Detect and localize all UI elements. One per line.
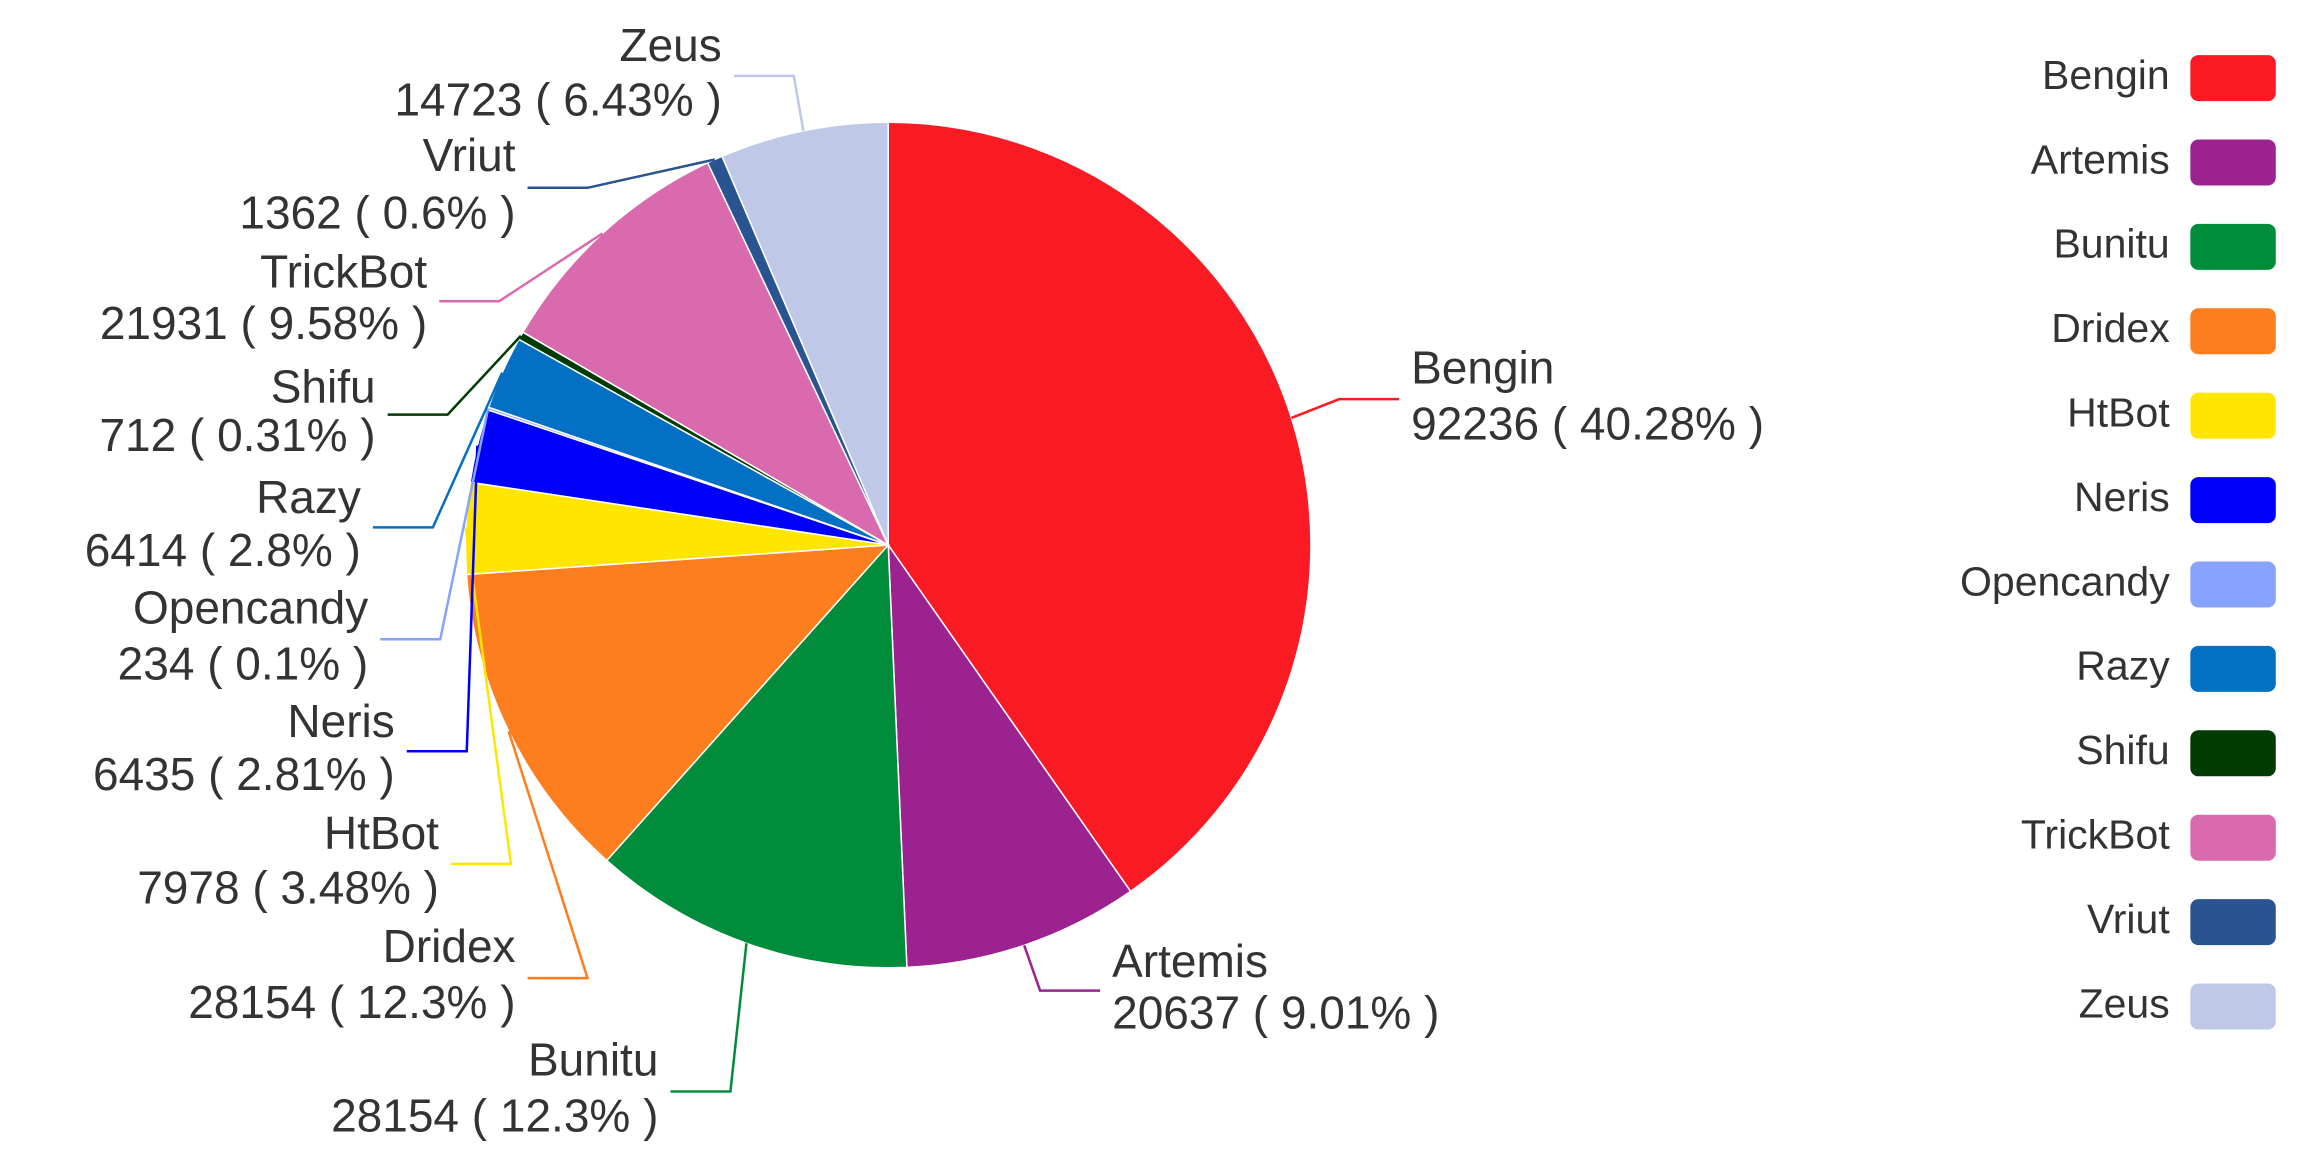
slice-name: Dridex bbox=[383, 920, 516, 972]
slice-name: Vriut bbox=[423, 129, 516, 181]
slice-label: 14723 ( 6.43% ) bbox=[394, 73, 721, 125]
slice-name: Razy bbox=[256, 471, 361, 523]
slice-label: 712 ( 0.31% ) bbox=[99, 409, 375, 461]
legend-label: Artemis bbox=[2031, 136, 2170, 182]
legend-label: Opencandy bbox=[1960, 558, 2170, 604]
legend-swatch bbox=[2190, 561, 2276, 608]
legend-label: Shifu bbox=[2076, 727, 2169, 773]
legend-swatch bbox=[2190, 477, 2276, 524]
pie-slice bbox=[605, 543, 908, 969]
slice-label: 28154 ( 12.3% ) bbox=[188, 976, 515, 1028]
leader-line bbox=[733, 74, 805, 132]
slice-label: 6435 ( 2.81% ) bbox=[93, 748, 395, 800]
leader-line bbox=[380, 408, 490, 641]
pie-slice bbox=[521, 161, 890, 547]
leader-line bbox=[527, 158, 716, 190]
leader-line bbox=[387, 334, 522, 416]
legend-label: Neris bbox=[2074, 474, 2170, 520]
slice-label: 21931 ( 9.58% ) bbox=[100, 297, 427, 349]
leader-line bbox=[372, 372, 504, 529]
slice-label: 28154 ( 12.3% ) bbox=[331, 1090, 658, 1142]
leader-line bbox=[450, 528, 513, 866]
leader-line bbox=[439, 232, 604, 303]
legend-label: Bunitu bbox=[2053, 221, 2169, 267]
pie-slice bbox=[465, 544, 891, 862]
slice-label: 20637 ( 9.01% ) bbox=[1112, 987, 1439, 1039]
leader-line bbox=[1290, 397, 1400, 420]
slice-label: 7978 ( 3.48% ) bbox=[137, 861, 439, 913]
legend-swatch bbox=[2190, 730, 2276, 777]
legend-label: HtBot bbox=[2067, 390, 2170, 436]
legend-label: Zeus bbox=[2079, 980, 2170, 1026]
legend-swatch bbox=[2190, 899, 2276, 946]
legend-swatch bbox=[2190, 308, 2276, 355]
leader-line bbox=[1022, 944, 1101, 992]
slice-name: Shifu bbox=[271, 361, 376, 413]
slice-name: TrickBot bbox=[260, 246, 427, 298]
legend-swatch bbox=[2190, 139, 2276, 186]
legend-label: Razy bbox=[2076, 643, 2170, 689]
leader-line bbox=[670, 943, 748, 1093]
slice-name: HtBot bbox=[324, 807, 439, 859]
slice-name: Neris bbox=[287, 695, 394, 747]
slice-name: Zeus bbox=[620, 19, 722, 71]
legend-label: TrickBot bbox=[2021, 812, 2170, 858]
pie-slice bbox=[887, 121, 1312, 893]
legend-swatch bbox=[2190, 223, 2276, 270]
leader-line bbox=[507, 730, 590, 980]
legend-swatch bbox=[2190, 55, 2276, 102]
legend-label: Vriut bbox=[2087, 896, 2170, 942]
slice-label: 92236 ( 40.28% ) bbox=[1411, 397, 1764, 449]
slice-label: 1362 ( 0.6% ) bbox=[239, 187, 515, 239]
pie-slice bbox=[721, 121, 889, 546]
legend-label: Dridex bbox=[2051, 305, 2170, 351]
slice-name: Bunitu bbox=[528, 1034, 658, 1086]
legend-swatch bbox=[2190, 983, 2276, 1030]
slice-name: Artemis bbox=[1112, 935, 1268, 987]
slice-label: 6414 ( 2.8% ) bbox=[85, 524, 361, 576]
slice-name: Opencandy bbox=[133, 581, 368, 633]
leader-line bbox=[406, 445, 479, 753]
slice-label: 234 ( 0.1% ) bbox=[118, 637, 369, 689]
legend-swatch bbox=[2190, 645, 2276, 692]
legend-label: Bengin bbox=[2042, 52, 2170, 98]
slice-name: Bengin bbox=[1411, 341, 1554, 393]
legend-swatch bbox=[2190, 392, 2276, 439]
legend-swatch bbox=[2190, 814, 2276, 861]
